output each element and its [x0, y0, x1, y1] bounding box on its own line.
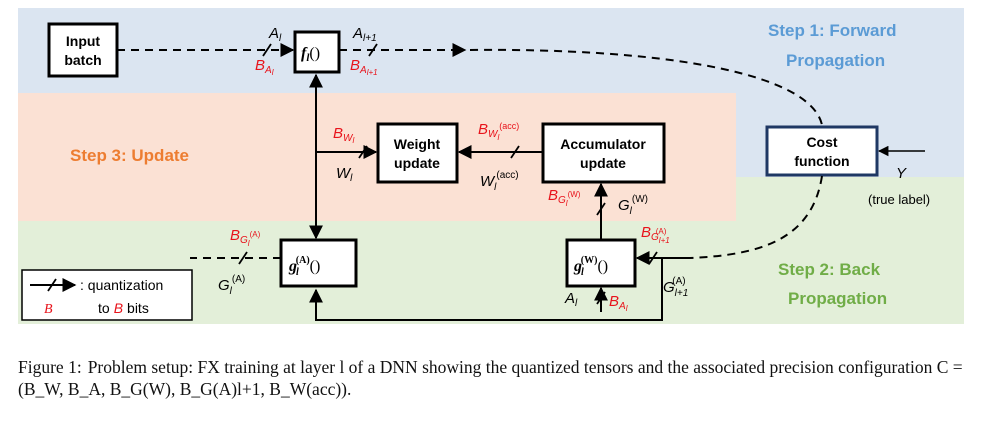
label-W-l: Wl	[336, 165, 353, 184]
precision-B-A-l-bottom: BAl	[609, 293, 628, 313]
label-G-A-out: Gl(A)	[218, 274, 245, 297]
label-Y: Y	[896, 165, 907, 182]
label-A-l-bottom: Al	[564, 290, 578, 309]
label-G-A-in: Gl+1(A)	[663, 276, 688, 299]
step2-title-line1: Step 2: Back	[778, 260, 881, 279]
label-A-l1: Al+1	[352, 25, 377, 44]
legend-quantization: : quantization	[80, 277, 163, 293]
weight-update-label-2: update	[394, 155, 440, 171]
cost-function-label-2: function	[794, 153, 849, 169]
precision-B-G-A-out: BGl(A)	[230, 227, 261, 248]
quantization-marks	[238, 43, 658, 305]
label-A-l: Al	[268, 25, 282, 44]
forward-function-box	[293, 30, 341, 74]
back-loop-line	[309, 258, 663, 321]
activation-gradient-label: gl(A)()	[288, 255, 320, 278]
step2-title-line2: Propagation	[788, 289, 887, 308]
label-W-acc: Wl(acc)	[480, 170, 519, 193]
legend-slash	[47, 278, 57, 292]
accumulator-update-label-2: update	[580, 155, 626, 171]
forward-function-label: fl()	[301, 45, 320, 64]
input-batch-label-1: Input	[66, 33, 101, 49]
cost-to-back-curve	[689, 175, 823, 259]
input-batch-box	[47, 22, 119, 78]
accumulator-update-box	[541, 122, 666, 184]
weight-gradient-label: gl(W)()	[573, 255, 608, 278]
weight-update-label-1: Weight	[394, 136, 441, 152]
step3-title: Step 3: Update	[70, 146, 189, 165]
precision-B-W-l: BWl	[333, 125, 354, 145]
figure-caption: Figure 1: Problem setup: FX training at l…	[18, 356, 978, 400]
activation-gradient-box	[279, 238, 358, 288]
precision-B-W-acc: BWl(acc)	[478, 121, 519, 142]
step1-title-line1: Step 1: Forward	[768, 21, 896, 40]
cost-function-label-1: Cost	[806, 134, 837, 150]
input-batch-label-2: batch	[64, 52, 101, 68]
caption-label: Figure 1:	[18, 357, 82, 377]
step1-title-line2: Propagation	[786, 51, 885, 70]
forward-to-cost-curve	[469, 48, 823, 126]
caption-text: Problem setup: FX training at layer l of…	[87, 357, 949, 377]
true-label-text: (true label)	[868, 192, 930, 207]
weight-update-box	[376, 122, 459, 184]
precision-B-G-A-in: BGl+1(A)	[641, 224, 670, 245]
legend-box	[21, 269, 193, 321]
precision-B-A-l1: BAl+1	[350, 57, 378, 77]
label-G-W: Gl(W)	[618, 194, 648, 217]
caption-equation: = (B_W, B_A, B_G(W), B_G(A)l+1, B_W(acc)…	[18, 357, 963, 399]
cost-function-box	[765, 125, 879, 177]
back-region-right	[736, 177, 964, 324]
accumulator-update-label-1: Accumulator	[560, 136, 646, 152]
legend-B: B	[44, 302, 53, 317]
precision-B-G-W: BGl(W)	[548, 187, 581, 208]
precision-B-A-l: BAl	[255, 57, 274, 77]
